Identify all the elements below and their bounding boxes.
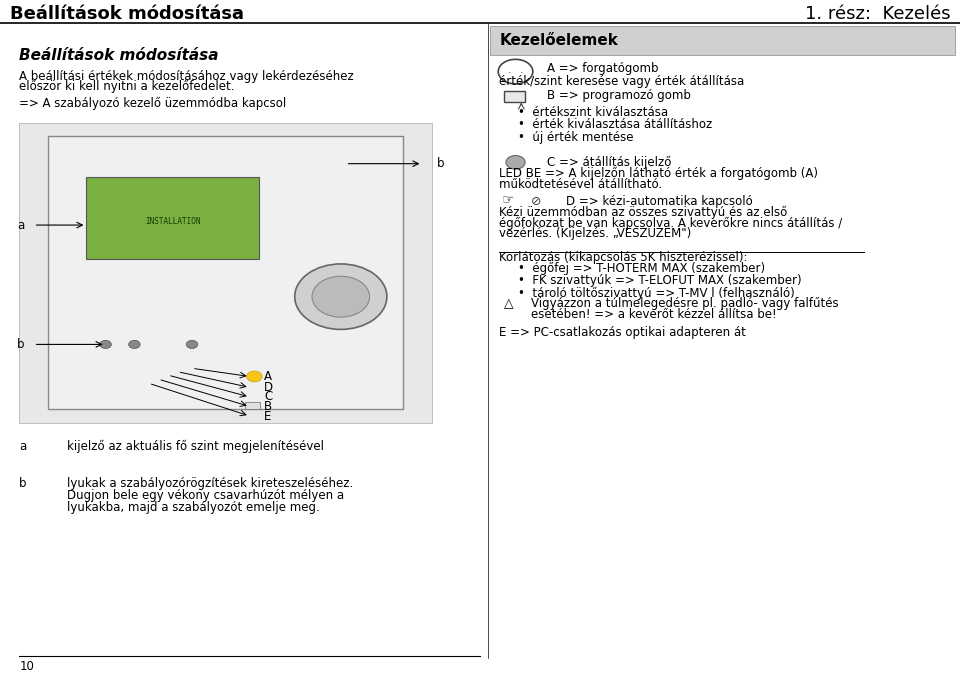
Text: •  új érték mentése: • új érték mentése — [518, 130, 634, 144]
Text: vezérlés. (Kijelzés. „VESZUZEM"): vezérlés. (Kijelzés. „VESZUZEM") — [499, 227, 691, 241]
Text: b: b — [437, 157, 444, 170]
Text: érték/szint keresése vagy érték átállítása: érték/szint keresése vagy érték átállítá… — [499, 75, 744, 89]
FancyBboxPatch shape — [504, 91, 525, 102]
Text: A => forgatógomb: A => forgatógomb — [547, 61, 659, 75]
Text: lyukak a szabályozórögzítések kireteszeléséhez.: lyukak a szabályozórögzítések kireteszel… — [67, 477, 353, 490]
Text: D => kézi-automatika kapcsoló: D => kézi-automatika kapcsoló — [566, 194, 754, 208]
Text: D: D — [264, 381, 274, 394]
FancyBboxPatch shape — [245, 402, 260, 409]
Text: INSTALLATION: INSTALLATION — [145, 217, 201, 226]
Text: égőfokozat be van kapcsolva. A keverőkre nincs átállítás /: égőfokozat be van kapcsolva. A keverőkre… — [499, 216, 843, 230]
Text: esetében! => a keverőt kézzel állítsa be!: esetében! => a keverőt kézzel állítsa be… — [531, 308, 777, 321]
FancyBboxPatch shape — [19, 123, 432, 423]
Text: Kezelőelemek: Kezelőelemek — [499, 33, 618, 48]
Text: •  égőfej => T-HOTERM MAX (szakember): • égőfej => T-HOTERM MAX (szakember) — [518, 262, 765, 276]
FancyBboxPatch shape — [86, 177, 259, 259]
Text: C => átállítás kijelző: C => átállítás kijelző — [547, 155, 672, 169]
Circle shape — [186, 340, 198, 349]
Text: Kézi üzemmódban az összes szivattyú és az első: Kézi üzemmódban az összes szivattyú és a… — [499, 205, 787, 219]
Text: ☞: ☞ — [502, 192, 515, 206]
Text: először ki kell nyitni a kezelőfedelet.: először ki kell nyitni a kezelőfedelet. — [19, 80, 234, 93]
Text: Dugjon bele egy vékony csavarhúzót mélyen a: Dugjon bele egy vékony csavarhúzót mélye… — [67, 489, 345, 502]
Circle shape — [129, 340, 140, 349]
Text: => A szabályozó kezelő üzemmódba kapcsol: => A szabályozó kezelő üzemmódba kapcsol — [19, 97, 286, 110]
Text: •  tároló töltőszivattyú => T-MV l (felhasználó): • tároló töltőszivattyú => T-MV l (felha… — [518, 286, 795, 300]
Circle shape — [312, 276, 370, 317]
Text: Vigyázzon a túlmelegedésre pl. padló- vagy falfűtés: Vigyázzon a túlmelegedésre pl. padló- va… — [531, 297, 838, 310]
Circle shape — [506, 155, 525, 169]
Text: Beállítások módosítása: Beállítások módosítása — [10, 5, 244, 23]
Text: működtetésével átállítható.: működtetésével átállítható. — [499, 178, 662, 192]
Text: •  értékszint kiválasztása: • értékszint kiválasztása — [518, 106, 668, 119]
Circle shape — [498, 59, 533, 84]
Circle shape — [247, 371, 262, 382]
Text: E => PC-csatlakozás optikai adapteren át: E => PC-csatlakozás optikai adapteren át — [499, 326, 746, 340]
Text: A beállítási értékek módosításához vagy lekérdezéséhez: A beállítási értékek módosításához vagy … — [19, 70, 354, 83]
Text: 1. rész:  Kezelés: 1. rész: Kezelés — [804, 5, 950, 23]
Text: Beállítások módosítása: Beállítások módosítása — [19, 48, 219, 63]
Circle shape — [295, 264, 387, 329]
Text: △: △ — [504, 297, 514, 310]
Text: lyukakba, majd a szabályozót emelje meg.: lyukakba, majd a szabályozót emelje meg. — [67, 501, 320, 514]
Text: •  FK szivattyúk => T-ELOFUT MAX (szakember): • FK szivattyúk => T-ELOFUT MAX (szakemb… — [518, 274, 802, 288]
Text: LED BE => A kijelzőn látható érték a forgatógomb (A): LED BE => A kijelzőn látható érték a for… — [499, 167, 818, 181]
FancyBboxPatch shape — [490, 26, 955, 55]
Text: b: b — [19, 477, 27, 490]
Text: C: C — [264, 390, 273, 404]
Text: B: B — [264, 400, 272, 413]
Text: ⊘: ⊘ — [531, 194, 541, 208]
Text: b: b — [16, 338, 24, 351]
Text: •  érték kiválasztása átállításhoz: • érték kiválasztása átállításhoz — [518, 118, 712, 132]
Text: a: a — [19, 440, 27, 453]
Text: .: . — [519, 65, 523, 74]
Text: E: E — [264, 409, 272, 423]
Text: a: a — [16, 218, 24, 232]
Circle shape — [100, 340, 111, 349]
Text: B => programozó gomb: B => programozó gomb — [547, 89, 691, 102]
Text: 10: 10 — [19, 660, 34, 674]
Text: .: . — [508, 65, 512, 74]
Text: A: A — [264, 370, 272, 383]
Text: kijelző az aktuális fő szint megjelenítésével: kijelző az aktuális fő szint megjeleníté… — [67, 440, 324, 453]
Text: Korlátozás (kikapcsolás 5K hiszterézissel):: Korlátozás (kikapcsolás 5K hiszterézisse… — [499, 251, 748, 264]
FancyBboxPatch shape — [48, 136, 403, 409]
